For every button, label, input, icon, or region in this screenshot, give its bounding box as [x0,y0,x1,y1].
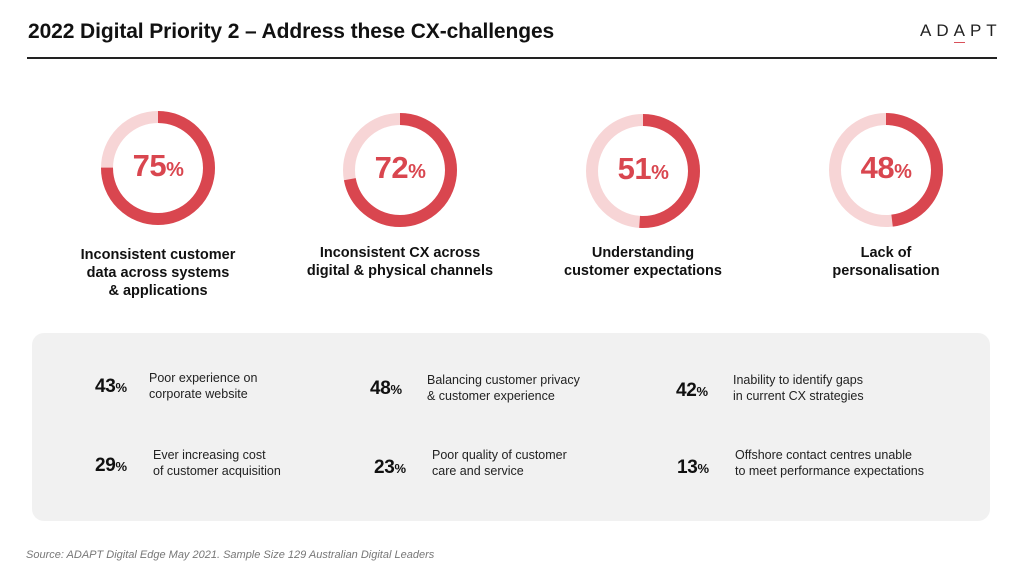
description-line: care and service [432,464,524,478]
stat-number: 42 [676,380,697,401]
logo-accent-letter: A [953,21,970,43]
stat-value: 43% [95,376,127,398]
ring-label-1: Inconsistent customer data across system… [48,246,268,300]
ring-number: 72 [374,150,409,185]
description-line: Offshore contact centres unable [735,448,912,462]
description-line: of customer acquisition [153,464,281,478]
stat-description-5: Poor quality of customer care and servic… [432,447,567,479]
ring-number: 48 [860,150,895,185]
stat-value: 29% [95,455,127,477]
percent-sign: % [651,162,669,184]
stat-number: 43 [95,376,116,397]
stat-item-6: 13% [677,457,709,479]
stat-item-4: 29% [95,455,127,477]
ring-value-3: 51% [583,151,703,187]
ring-number: 75 [132,148,167,183]
label-line: Understanding [591,245,695,261]
label-line: Lack of [860,245,912,261]
stat-description-3: Inability to identify gaps in current CX… [733,372,864,404]
description-line: & customer experience [427,389,555,403]
percent-sign: % [166,159,184,181]
stat-value: 48% [370,378,402,400]
label-line: & applications [108,283,208,299]
description-line: Inability to identify gaps [733,373,863,387]
ring-value-2: 72% [340,150,460,186]
percent-sign: % [894,161,912,183]
logo-prefix: AD [920,21,954,40]
percent-sign: % [408,161,426,183]
stat-description-1: Poor experience on corporate website [149,370,257,402]
stat-item-3: 42% [676,380,708,402]
description-line: corporate website [149,387,248,401]
label-line: personalisation [832,263,940,279]
description-line: Poor quality of customer [432,448,567,462]
description-line: in current CX strategies [733,389,864,403]
percent-sign: % [697,461,710,476]
ring-label-3: Understanding customer expectations [533,244,753,280]
page-title: 2022 Digital Priority 2 – Address these … [28,20,555,43]
percent-sign: % [115,380,128,395]
header-divider [27,57,997,59]
ring-value-4: 48% [826,150,946,186]
description-line: Poor experience on [149,371,258,385]
ring-label-4: Lack of personalisation [776,244,996,280]
stat-value: 13% [677,457,709,479]
stat-number: 48 [370,378,391,399]
stat-number: 13 [677,457,698,478]
adapt-logo: ADAPT [920,21,1002,43]
stat-item-1: 43% [95,376,127,398]
stat-description-2: Balancing customer privacy & customer ex… [427,372,580,404]
source-note: Source: ADAPT Digital Edge May 2021. Sam… [26,549,435,561]
percent-sign: % [115,459,128,474]
stat-number: 23 [374,457,395,478]
percent-sign: % [394,461,407,476]
stat-description-6: Offshore contact centres unable to meet … [735,447,924,479]
stat-description-4: Ever increasing cost of customer acquisi… [153,447,281,479]
stat-number: 29 [95,455,116,476]
ring-label-2: Inconsistent CX across digital & physica… [290,244,510,280]
secondary-stats-panel [32,333,990,521]
stat-value: 23% [374,457,406,479]
percent-sign: % [390,382,403,397]
label-line: customer expectations [564,263,722,279]
label-line: data across systems [86,265,230,281]
label-line: Inconsistent customer [80,247,236,263]
stat-value: 42% [676,380,708,402]
logo-suffix: PT [969,21,1002,40]
description-line: Ever increasing cost [153,448,266,462]
ring-number: 51 [617,151,652,186]
percent-sign: % [696,384,709,399]
label-line: Inconsistent CX across [319,245,481,261]
stat-item-2: 48% [370,378,402,400]
stat-item-5: 23% [374,457,406,479]
description-line: Balancing customer privacy [427,373,580,387]
ring-value-1: 75% [98,148,218,184]
label-line: digital & physical channels [306,263,494,279]
description-line: to meet performance expectations [735,464,924,478]
